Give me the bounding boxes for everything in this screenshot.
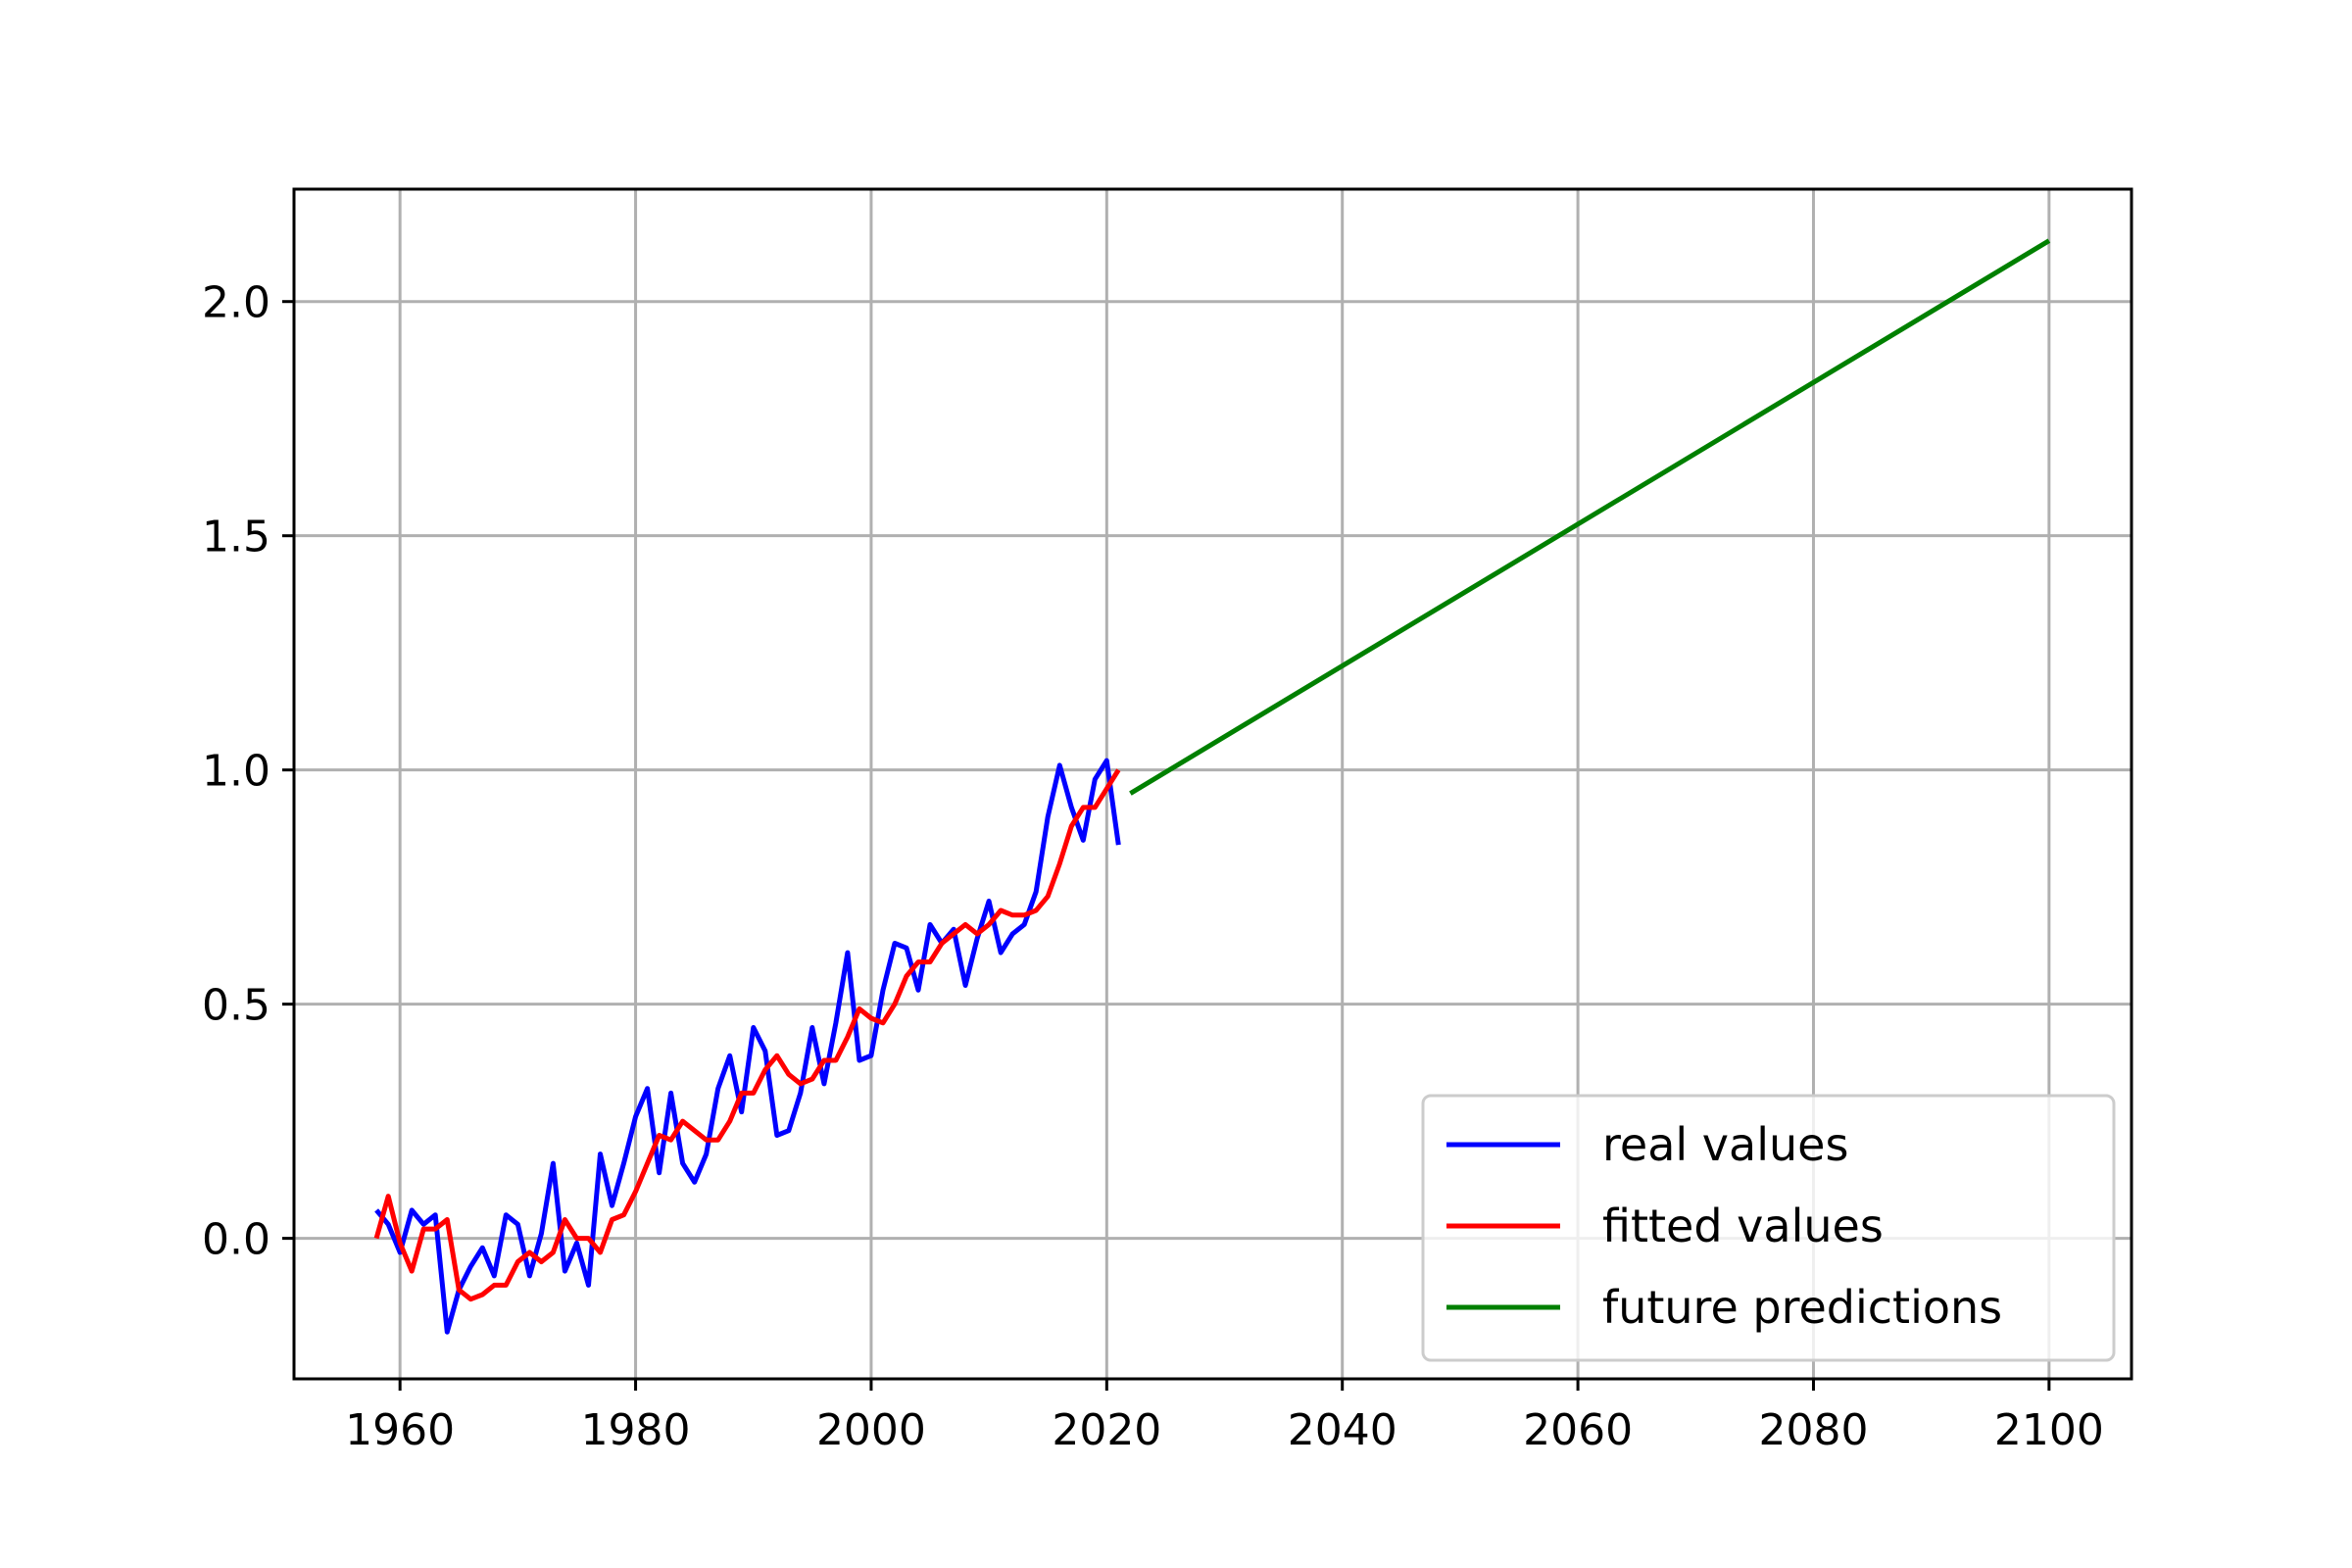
y-tick-label: 0.0	[202, 1215, 270, 1265]
plot-frame	[292, 187, 2133, 1381]
grid	[294, 189, 2132, 1379]
series-lines	[373, 238, 2051, 1335]
legend-box	[1421, 1094, 2116, 1362]
y-tick-label: 1.5	[202, 513, 270, 563]
legend: real values fitted values future predictio…	[1421, 1094, 2116, 1362]
y-axis: 0.0 0.5 1.0 1.5 2.0	[202, 278, 294, 1265]
y-tick-label: 2.0	[202, 278, 270, 328]
legend-label-real-values: real values	[1602, 1118, 1848, 1171]
series-line-future-predictions	[1129, 238, 2051, 796]
x-tick-label: 2100	[1994, 1405, 2104, 1455]
x-tick-label: 2020	[1052, 1405, 1161, 1455]
y-tick-label: 1.0	[202, 747, 270, 797]
x-tick-label: 2040	[1288, 1405, 1397, 1455]
x-axis: 1960 1980 2000 2020 2040 2060 2080 2100	[345, 1379, 2104, 1455]
series-line-real-values	[374, 758, 1121, 1335]
series-line-fitted-values	[373, 768, 1121, 1302]
x-tick-label: 1980	[581, 1405, 691, 1455]
x-tick-label: 2060	[1523, 1405, 1633, 1455]
x-tick-label: 2000	[816, 1405, 926, 1455]
x-tick-label: 2080	[1758, 1405, 1868, 1455]
x-tick-label: 1960	[345, 1405, 455, 1455]
y-tick-label: 0.5	[202, 981, 270, 1031]
legend-label-fitted-values: fitted values	[1602, 1200, 1884, 1252]
legend-label-future-predictions: future predictions	[1602, 1281, 2002, 1334]
